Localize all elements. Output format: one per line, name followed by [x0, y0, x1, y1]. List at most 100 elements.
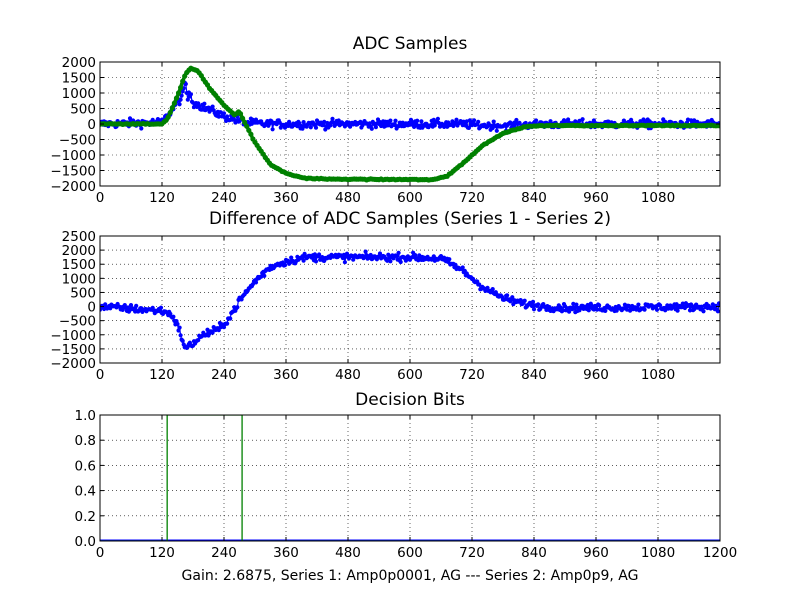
data-point	[636, 302, 641, 307]
x-tick-label: 960	[583, 545, 609, 561]
panel-title: Difference of ADC Samples (Series 1 - Se…	[209, 209, 611, 229]
data-point	[344, 251, 350, 256]
data-point	[717, 123, 720, 129]
x-tick-label: 960	[583, 190, 609, 206]
x-tick-label: 0	[96, 190, 105, 206]
data-point	[216, 114, 221, 119]
data-point	[505, 293, 510, 298]
data-point	[472, 118, 477, 123]
data-point	[120, 307, 125, 312]
data-point	[188, 92, 193, 97]
y-tick-label: 1500	[62, 257, 96, 273]
plot-area	[100, 65, 720, 183]
data-point	[548, 119, 553, 124]
data-point	[128, 303, 134, 308]
data-point	[216, 328, 221, 333]
x-tick-label: 0	[96, 545, 105, 561]
data-point	[225, 321, 230, 326]
y-tick-label: 0	[87, 300, 96, 316]
data-point	[103, 302, 108, 307]
x-tick-label: 120	[149, 367, 175, 383]
x-tick-label: 960	[583, 367, 609, 383]
data-point	[139, 126, 144, 131]
x-tick-label: 840	[521, 367, 547, 383]
y-tick-label: −500	[59, 314, 96, 330]
y-tick-label: 0.0	[75, 534, 96, 550]
y-tick-label: −1500	[50, 342, 96, 358]
y-tick-label: −1000	[50, 148, 96, 164]
y-tick-label: 500	[70, 102, 96, 118]
data-point	[396, 250, 401, 255]
data-point	[301, 258, 306, 263]
y-tick-label: 2500	[62, 229, 96, 245]
data-point	[351, 257, 356, 262]
data-point	[388, 118, 393, 123]
data-point	[680, 301, 685, 306]
y-tick-label: −2000	[50, 356, 96, 372]
data-point	[388, 259, 393, 264]
plot-area	[100, 249, 720, 350]
data-point	[642, 307, 647, 312]
data-point	[514, 117, 519, 123]
data-point	[175, 90, 182, 96]
x-tick-label: 600	[397, 545, 423, 561]
y-tick-label: −1500	[50, 164, 96, 180]
data-point	[244, 123, 250, 129]
data-point	[317, 252, 322, 257]
data-point	[562, 119, 568, 124]
data-point	[577, 118, 582, 123]
difference-panel: Difference of ADC Samples (Series 1 - Se…	[50, 209, 721, 383]
y-tick-label: −500	[59, 133, 96, 149]
x-tick-label: 240	[211, 545, 237, 561]
data-point	[603, 308, 608, 313]
y-tick-label: 1.0	[75, 408, 96, 424]
data-point	[654, 307, 660, 312]
data-point	[419, 119, 424, 124]
x-tick-label: 480	[335, 367, 361, 383]
data-point	[530, 299, 536, 304]
data-point	[178, 97, 183, 102]
data-point	[517, 120, 522, 125]
data-point	[190, 100, 196, 105]
data-point	[396, 124, 401, 129]
x-tick-label: 360	[273, 367, 299, 383]
data-point	[262, 273, 267, 278]
x-tick-label: 0	[96, 367, 105, 383]
decision-bits-panel: Decision Bits 0 120 240 360 480 600 720 840 960 1…	[75, 390, 738, 561]
y-tick-label: 0.8	[75, 433, 96, 449]
data-point	[300, 126, 305, 131]
data-point	[369, 126, 374, 131]
y-tick-label: 0.4	[75, 484, 96, 500]
data-point	[313, 259, 319, 264]
data-point	[178, 333, 183, 338]
x-tick-label: 1200	[703, 545, 737, 561]
series-markers-1	[100, 65, 720, 183]
data-point	[674, 302, 679, 307]
data-point	[225, 114, 230, 119]
data-point	[270, 127, 275, 132]
x-tick-label: 600	[397, 367, 423, 383]
data-point	[491, 119, 496, 124]
data-point	[167, 109, 173, 116]
data-point	[177, 102, 182, 107]
data-point	[336, 118, 341, 123]
data-point	[393, 118, 398, 123]
series-markers-0	[100, 80, 720, 133]
x-tick-label: 360	[273, 190, 299, 206]
data-point	[240, 115, 246, 121]
data-point	[394, 253, 399, 258]
y-tick-label: 1000	[62, 86, 96, 102]
series-markers-0	[100, 249, 720, 350]
data-point	[330, 116, 335, 121]
data-point	[435, 116, 440, 121]
data-point	[282, 125, 288, 130]
data-point	[416, 258, 421, 263]
x-tick-label: 240	[211, 190, 237, 206]
data-point	[494, 128, 499, 133]
data-point	[510, 295, 515, 300]
x-tick-label: 1080	[641, 367, 675, 383]
data-point	[572, 305, 577, 310]
data-point	[658, 303, 663, 308]
data-point	[467, 118, 472, 123]
data-point	[466, 125, 471, 130]
